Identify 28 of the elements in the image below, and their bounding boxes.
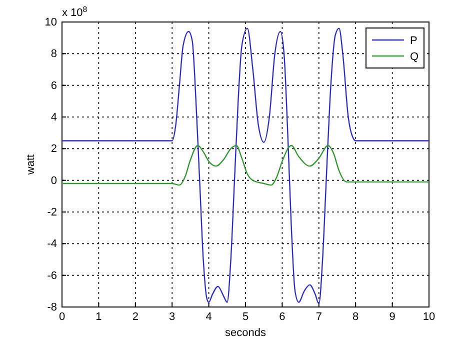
y-tick-label: 0 [50,174,57,187]
y-tick-label: -6 [47,270,57,282]
x-tick-label: 4 [206,310,212,323]
x-tick-label: 9 [389,310,396,323]
x-tick-label: 3 [169,310,176,323]
x-tick-label: 0 [58,310,66,323]
y-tick-label: 6 [50,80,57,92]
x-tick-label: 1 [96,310,102,323]
line-series [61,144,430,186]
legend-label: P [410,35,418,47]
x-tick-label: 10 [422,310,436,323]
x-tick-label: 7 [316,310,322,323]
y-tick-label: 2 [50,143,57,156]
legend-label: Q [410,51,419,63]
y-tick-label: 10 [44,16,57,29]
x-axis-title: seconds [225,327,266,339]
x-tick-label: 8 [352,310,359,323]
x-tick-label: 6 [279,310,286,323]
x-tick-label: 5 [242,310,249,323]
y-axis-title: watt [25,154,37,176]
y-tick-label: -4 [47,238,57,250]
y-tick-label: -2 [47,206,57,219]
y-tick-label: -8 [47,302,57,314]
y-tick-label: 8 [50,48,57,60]
line-series [61,28,430,304]
x-tick-label: 2 [132,310,138,323]
text: x 10$^{8}$ [62,4,88,19]
y-tick-label: 4 [50,112,57,124]
